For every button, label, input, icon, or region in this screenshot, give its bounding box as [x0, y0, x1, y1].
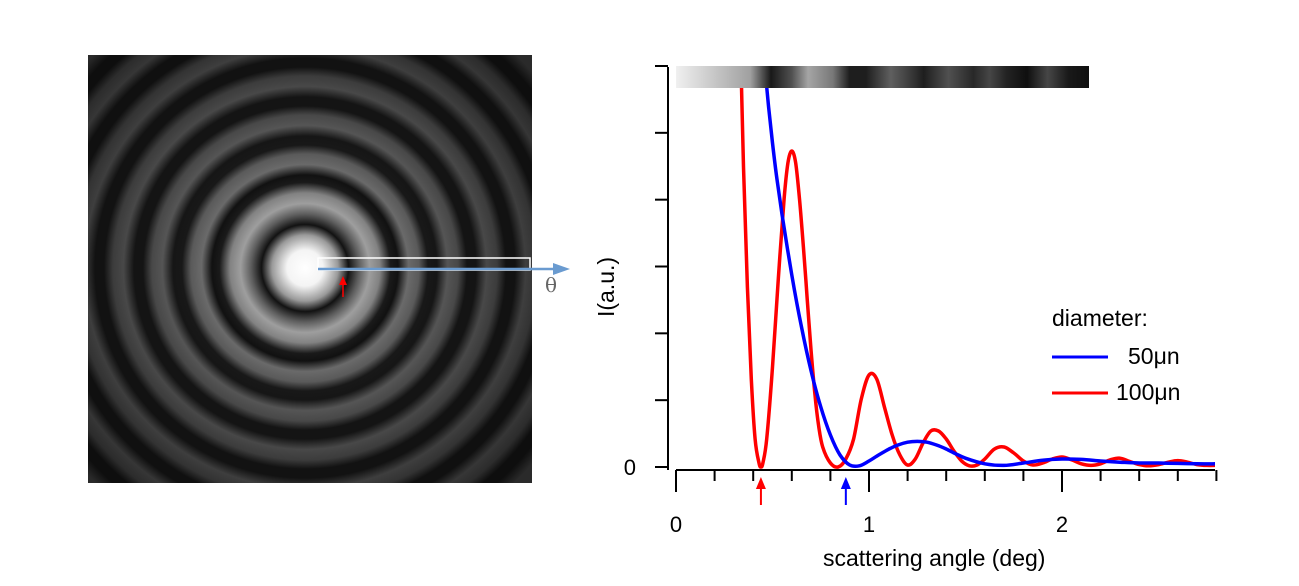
legend-label-50: 50μn — [1128, 343, 1180, 369]
first-minimum-marker-image — [339, 276, 347, 297]
series-line-50 — [765, 88, 1215, 469]
theta-label: θ — [545, 273, 557, 297]
x-tick-label: 1 — [863, 512, 875, 537]
y-ticks: 0 — [624, 65, 668, 480]
legend-title: diameter: — [1052, 305, 1148, 331]
minimum-markers — [755, 477, 851, 505]
plot-area: 0 0 1 2 scattering angle (deg) I(a.u.) — [593, 65, 1218, 571]
marker-first-minimum-50 — [840, 477, 851, 505]
diffraction-pattern-image: θ — [88, 55, 570, 483]
x-axis-label: scattering angle (deg) — [823, 545, 1045, 571]
x-tick-label: 2 — [1056, 512, 1068, 537]
y-axis-label: I(a.u.) — [593, 257, 619, 317]
y-tick-label: 0 — [624, 455, 636, 480]
series-layer — [739, 88, 1215, 469]
profile-arrow — [318, 263, 570, 275]
marker-first-minimum-100 — [755, 477, 766, 505]
legend-label-100: 100μn — [1116, 379, 1180, 405]
axes: 0 0 1 2 — [624, 65, 1218, 537]
x-ticks: 0 1 2 — [670, 470, 1218, 537]
intensity-profile-strip — [676, 66, 1089, 88]
legend: diameter: 50μn 100μn — [1052, 305, 1180, 405]
x-tick-label: 0 — [670, 512, 682, 537]
